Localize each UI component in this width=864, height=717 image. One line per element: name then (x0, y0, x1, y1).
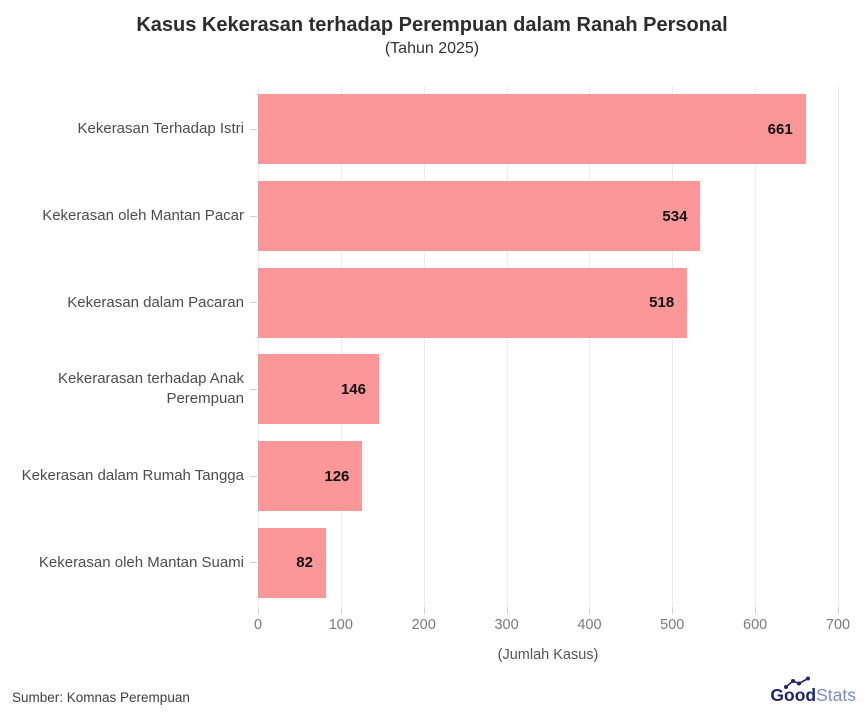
bar-track: 534 (258, 173, 838, 260)
chart-footer: Sumber: Komnas Perempuan GoodStats (12, 676, 856, 705)
value-label: 534 (662, 207, 688, 225)
bar-row: Kekerasan dalam Pacaran 518 (0, 259, 864, 346)
gridline (423, 86, 425, 606)
category-tick (244, 519, 258, 606)
category-label: Kekerasan oleh Mantan Pacar (42, 207, 244, 224)
category-label: Kekerasan Terhadap Istri (77, 120, 245, 138)
gridline (258, 86, 259, 606)
x-axis-label: (Jumlah Kasus) (497, 647, 599, 663)
bar: 661 (258, 94, 806, 165)
sparkline-icon (784, 676, 811, 689)
bar: 82 (258, 527, 326, 598)
category-label: Kekerasan oleh Mantan Suami (38, 553, 244, 571)
gridline (838, 86, 839, 606)
value-label: 661 (767, 120, 793, 138)
logo-text-stats: Stats (816, 685, 856, 705)
value-label: 126 (324, 467, 350, 485)
bar: 126 (258, 441, 363, 512)
x-tick-mark (506, 607, 508, 614)
x-tick-label: 300 (494, 617, 519, 633)
category-tick (244, 433, 258, 520)
bar: 518 (258, 267, 688, 338)
bar-rows: Kekerasan Terhadap Istri 661 Kekerasan o… (0, 86, 864, 606)
bar-track: 661 (258, 86, 838, 173)
logo-text-good: Good (770, 685, 817, 705)
x-tick-label: 600 (743, 617, 768, 633)
bar-row: Kekerasan oleh Mantan Pacar 534 (0, 173, 864, 260)
bar: 534 (258, 181, 701, 251)
gridlines (258, 86, 839, 606)
x-tick-label: 500 (660, 617, 685, 633)
category-tick (244, 173, 258, 260)
x-tick-mark (755, 607, 757, 614)
x-tick-mark (258, 607, 259, 614)
category-tick (244, 346, 258, 433)
value-label: 146 (340, 380, 366, 398)
gridline (589, 86, 591, 606)
x-tick-mark (423, 607, 425, 614)
category-label: Kekerasan dalam Pacaran (67, 293, 244, 311)
x-tick-label: 100 (328, 617, 353, 633)
bar-track: 518 (258, 259, 838, 346)
x-tick-label: 0 (253, 617, 263, 633)
x-tick-mark (340, 607, 342, 614)
bar-row: Kekerasan Terhadap Istri 661 (0, 86, 864, 173)
gridline (506, 86, 508, 606)
goodstats-logo: GoodStats (770, 676, 856, 705)
x-tick-mark (589, 607, 591, 614)
bar-row: Kekerarasan terhadap Anak Perempuan 146 (0, 346, 864, 433)
bar-row: Kekerasan dalam Rumah Tangga 126 (0, 433, 864, 520)
bar-track: 82 (258, 519, 838, 606)
plot-area: Kekerasan Terhadap Istri 661 Kekerasan o… (0, 86, 864, 606)
category-label: Kekerasan dalam Rumah Tangga (21, 467, 244, 485)
category-tick (244, 259, 258, 346)
value-label: 82 (296, 554, 313, 572)
chart-header: Kasus Kekerasan terhadap Perempuan dalam… (0, 0, 864, 60)
gridline (755, 86, 757, 606)
source-note: Sumber: Komnas Perempuan (12, 690, 190, 705)
gridline (672, 86, 674, 606)
bar-track: 146 (258, 346, 838, 433)
x-tick-mark (838, 607, 839, 614)
value-label: 518 (649, 294, 675, 312)
x-tick-label: 200 (411, 617, 436, 633)
x-tick-mark (672, 607, 674, 614)
category-label: Kekerarasan terhadap Anak Perempuan (58, 370, 244, 408)
x-tick-label: 400 (577, 617, 602, 633)
chart-title: Kasus Kekerasan terhadap Perempuan dalam… (136, 14, 728, 36)
chart-subtitle: (Tahun 2025) (384, 40, 480, 57)
bar: 146 (258, 354, 379, 425)
bar-row: Kekerasan oleh Mantan Suami 82 (0, 519, 864, 606)
category-tick (244, 86, 258, 173)
bar-track: 126 (258, 433, 838, 520)
x-tick-label: 700 (825, 617, 851, 633)
gridline (340, 86, 342, 606)
x-axis: 0 100 200 300 400 500 600 700 (254, 606, 850, 640)
